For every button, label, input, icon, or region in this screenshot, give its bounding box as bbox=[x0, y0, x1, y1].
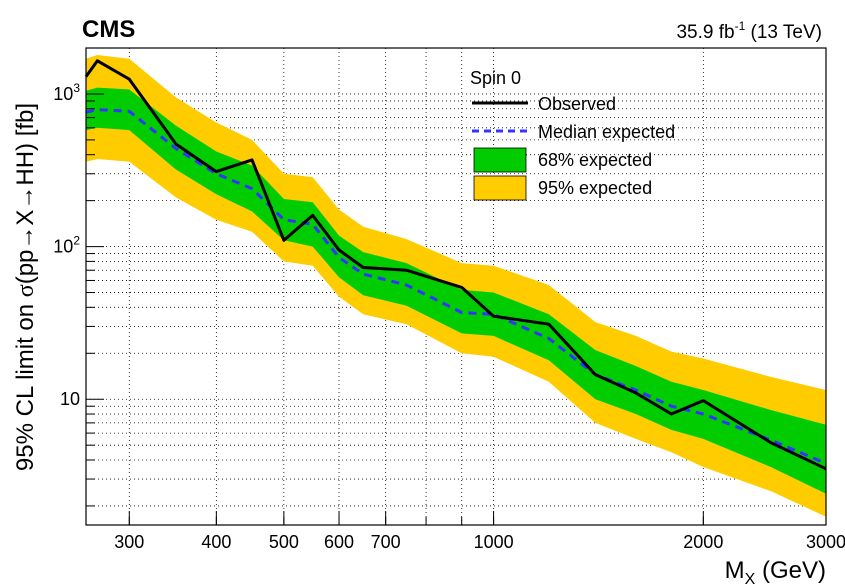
y-tick-label: 102 bbox=[53, 234, 80, 257]
band-68-area bbox=[86, 87, 826, 494]
legend-95-label: 95% expected bbox=[538, 178, 652, 198]
legend-95-swatch bbox=[473, 175, 527, 201]
legend-median-label: Median expected bbox=[538, 122, 675, 142]
legend-title: Spin 0 bbox=[470, 68, 521, 88]
x-tick-label: 300 bbox=[114, 532, 144, 552]
x-axis-title: MX (GeV) bbox=[725, 557, 826, 586]
lumi-label: 35.9 fb-1 (13 TeV) bbox=[676, 19, 822, 43]
median-expected-path bbox=[85, 108, 827, 465]
x-tick-label: 1000 bbox=[474, 532, 514, 552]
x-tick-label: 2000 bbox=[683, 532, 723, 552]
y-tick-label: 103 bbox=[53, 81, 80, 104]
median-expected-line bbox=[85, 108, 827, 465]
legend: Spin 0 Observed Median expected 68% expe… bbox=[470, 68, 675, 201]
legend-68-swatch bbox=[473, 147, 527, 173]
observed-path bbox=[84, 59, 827, 471]
x-tick-label: 600 bbox=[324, 532, 354, 552]
y-axis-title: 95% CL limit on σ(pp→X→HH) [fb] bbox=[12, 103, 39, 471]
legend-observed-label: Observed bbox=[538, 94, 616, 114]
legend-68-label: 68% expected bbox=[538, 150, 652, 170]
x-tick-label: 700 bbox=[371, 532, 401, 552]
y-tick-label: 10 bbox=[60, 389, 80, 409]
x-tick-label: 400 bbox=[201, 532, 231, 552]
observed-line bbox=[84, 59, 827, 471]
axis-ticks: 300 400 500 600 700 1000 2000 3000 10 102 103 bbox=[53, 47, 845, 552]
x-tick-label: 3000 bbox=[806, 532, 845, 552]
plot-frame bbox=[85, 47, 827, 526]
experiment-label: CMS bbox=[82, 16, 135, 43]
band-68-expected bbox=[86, 87, 826, 494]
x-tick-label: 500 bbox=[269, 532, 299, 552]
